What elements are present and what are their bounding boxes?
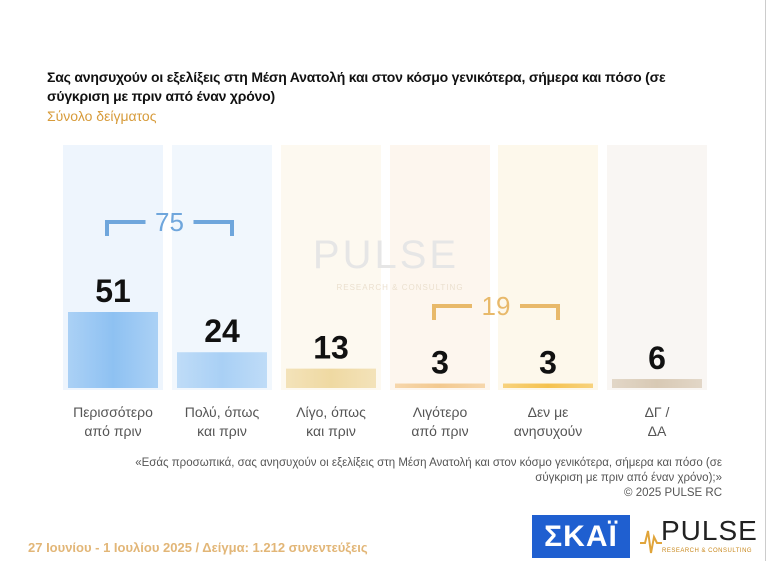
column-background [390, 145, 490, 390]
group-bracket-right [520, 304, 560, 320]
category-label: ΔΓ / [645, 404, 670, 420]
column-background [172, 145, 272, 390]
data-label: 3 [431, 345, 449, 381]
bar [395, 383, 485, 388]
category-label: Δεν με [528, 404, 569, 420]
bar [177, 352, 267, 388]
bar [612, 379, 702, 388]
data-label: 3 [539, 345, 557, 381]
data-label: 13 [313, 330, 349, 366]
category-label: και πριν [197, 423, 247, 439]
chart-subtitle: Σύνολο δείγματος [47, 108, 157, 124]
group-total-label: 75 [155, 207, 184, 237]
column-background [498, 145, 598, 390]
category-label: Πολύ, όπως [185, 404, 260, 420]
watermark-word: PULSE [313, 233, 459, 277]
category-label: από πριν [84, 423, 141, 439]
group-total-label: 19 [482, 291, 511, 321]
chart-title: Σας ανησυχούν οι εξελίξεις στη Μέση Ανατ… [47, 69, 666, 104]
footer-fieldwork: 27 Ιουνίου - 1 Ιουλίου 2025 / Δείγμα: 1.… [28, 540, 368, 555]
category-label: ανησυχούν [514, 423, 583, 439]
category-label: Λίγο, όπως [296, 404, 366, 420]
watermark-tagline: RESEARCH & CONSULTING [336, 283, 463, 292]
pulse-logo: PULSE RESEARCH & CONSULTING [640, 515, 758, 559]
bar [68, 312, 158, 388]
data-label: 6 [648, 340, 666, 376]
column-background [607, 145, 707, 390]
data-label: 24 [204, 313, 240, 349]
category-label: και πριν [306, 423, 356, 439]
bar [286, 368, 376, 388]
group-bracket-left [432, 304, 472, 320]
category-label: Λιγότερο [413, 404, 468, 420]
survey-question: «Εσάς προσωπικά, σας ανησυχούν οι εξελίξ… [135, 457, 722, 484]
pulse-logo-tagline: RESEARCH & CONSULTING [662, 548, 753, 554]
column-background [281, 145, 381, 390]
category-label: ΔΑ [648, 423, 667, 439]
skai-logo: ΣΚΑΪ [532, 515, 630, 558]
pulse-wave-icon [640, 530, 662, 554]
pulse-logo-word: PULSE [661, 515, 758, 546]
group-bracket-left [105, 220, 146, 236]
page-edge-divider [765, 0, 766, 561]
category-label: από πριν [411, 423, 468, 439]
group-bracket-right [193, 220, 234, 236]
copyright-text: © 2025 PULSE RC [624, 487, 722, 499]
data-label: 51 [95, 273, 131, 309]
bar [503, 383, 593, 388]
category-label: Περισσότερο [73, 404, 153, 420]
